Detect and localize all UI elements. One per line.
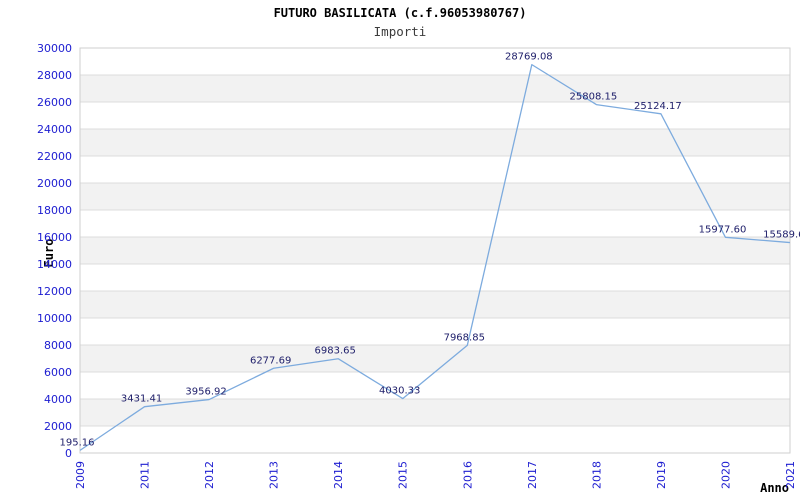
data-point-label: 6983.65 bbox=[315, 346, 356, 357]
data-point-label: 3431.41 bbox=[121, 394, 162, 405]
x-tick-label: 2020 bbox=[719, 461, 732, 489]
y-axis-title: Euro bbox=[42, 239, 56, 268]
x-tick-label: 2014 bbox=[332, 461, 345, 489]
series-line bbox=[79, 63, 791, 451]
y-tick-label: 26000 bbox=[37, 96, 72, 109]
y-tick-label: 18000 bbox=[37, 204, 72, 217]
y-tick-label: 20000 bbox=[37, 177, 72, 190]
x-tick-label: 2021 bbox=[784, 461, 797, 489]
grid-band bbox=[80, 345, 790, 372]
y-tick-label: 8000 bbox=[44, 339, 72, 352]
y-tick-label: 30000 bbox=[37, 42, 72, 55]
x-tick-label: 2012 bbox=[203, 461, 216, 489]
data-point-label: 28769.08 bbox=[505, 52, 553, 63]
grid-band bbox=[80, 291, 790, 318]
y-tick-label: 4000 bbox=[44, 393, 72, 406]
data-point-label: 3956.92 bbox=[185, 387, 226, 398]
data-point-label: 195.16 bbox=[60, 437, 95, 448]
data-point-label: 25124.17 bbox=[634, 101, 682, 112]
y-tick-label: 28000 bbox=[37, 69, 72, 82]
y-tick-label: 0 bbox=[65, 447, 72, 460]
x-tick-label: 2013 bbox=[268, 461, 281, 489]
y-tick-label: 12000 bbox=[37, 285, 72, 298]
grid-band bbox=[80, 75, 790, 102]
y-tick-label: 14000 bbox=[37, 258, 72, 271]
data-point-label: 15589.60 bbox=[763, 230, 800, 241]
y-tick-label: 22000 bbox=[37, 150, 72, 163]
x-tick-label: 2015 bbox=[397, 461, 410, 489]
x-tick-label: 2011 bbox=[139, 461, 152, 489]
grid-band bbox=[80, 183, 790, 210]
x-tick-label: 2019 bbox=[655, 461, 668, 489]
x-tick-label: 2017 bbox=[526, 461, 539, 489]
plot-border bbox=[79, 47, 791, 454]
x-tick-label: 2016 bbox=[461, 461, 474, 489]
plot-area: 195.16 3431.41 3956.92 6277.69 6983.65 4030.3… bbox=[37, 42, 800, 489]
data-point-label: 15977.60 bbox=[699, 224, 747, 235]
chart-subtitle: Importi bbox=[374, 24, 427, 39]
y-tick-label: 2000 bbox=[44, 420, 72, 433]
y-tick-label: 6000 bbox=[44, 366, 72, 379]
x-tick-label: 2009 bbox=[74, 461, 87, 489]
y-tick-label: 24000 bbox=[37, 123, 72, 136]
data-point-label: 4030.33 bbox=[379, 386, 420, 397]
grid-band bbox=[80, 399, 790, 426]
x-axis-title: Anno bbox=[760, 481, 789, 495]
data-point-label: 6277.69 bbox=[250, 355, 291, 366]
data-point-label: 25808.15 bbox=[570, 92, 618, 103]
x-tick-label: 2018 bbox=[590, 461, 603, 489]
y-tick-label: 10000 bbox=[37, 312, 72, 325]
grid-band bbox=[80, 237, 790, 264]
y-tick-label: 16000 bbox=[37, 231, 72, 244]
data-point-label: 7968.85 bbox=[444, 332, 485, 343]
grid-band bbox=[80, 129, 790, 156]
chart-title: FUTURO BASILICATA (c.f.96053980767) bbox=[274, 6, 527, 20]
